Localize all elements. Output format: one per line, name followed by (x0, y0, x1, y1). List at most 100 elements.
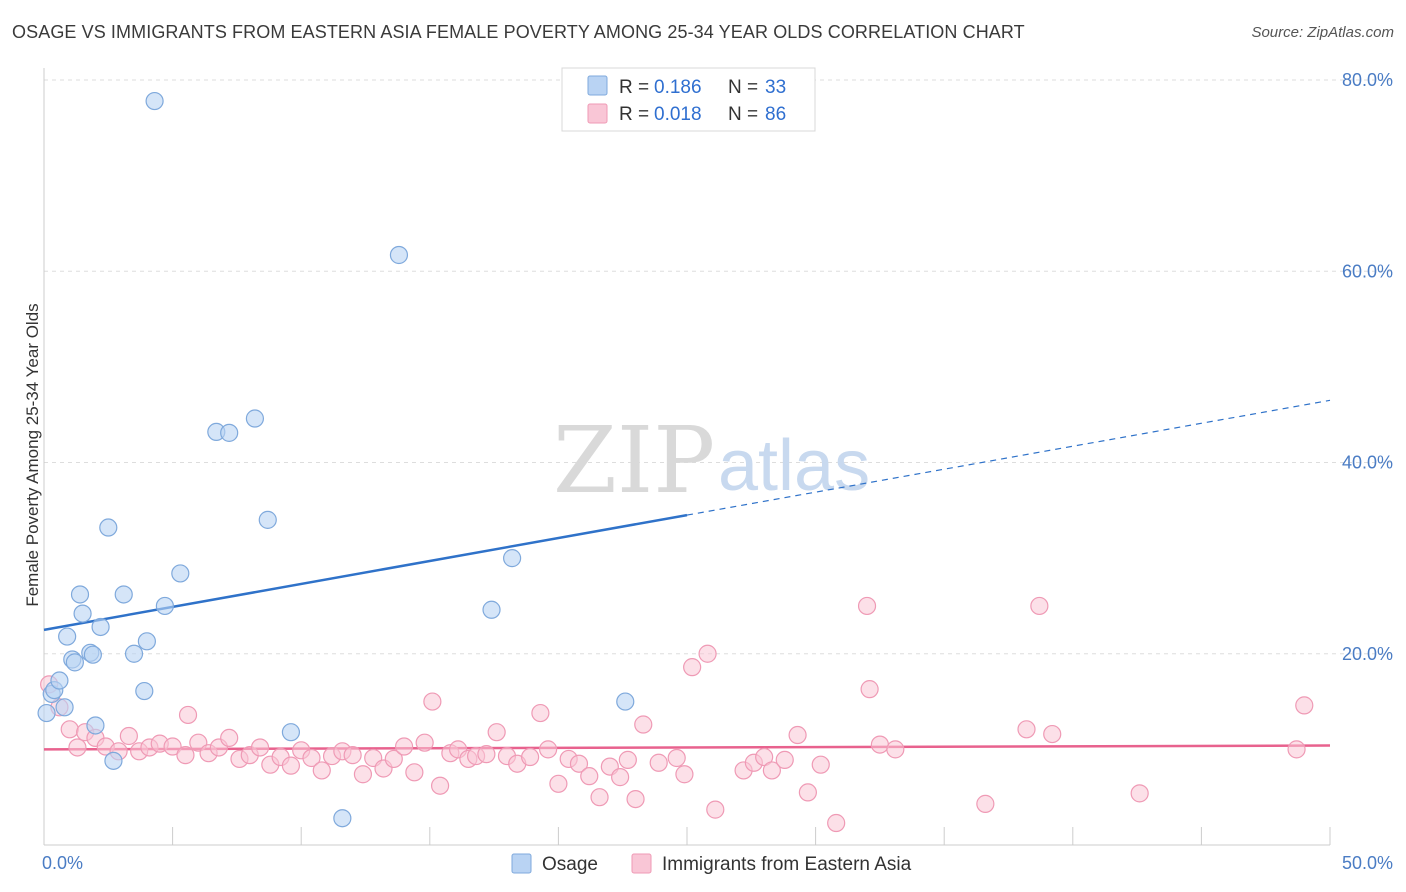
osage-point (50, 671, 69, 690)
osage-point (389, 245, 409, 265)
immigrants-point (698, 644, 717, 663)
osage-point (503, 549, 522, 568)
immigrants-point (68, 738, 87, 757)
immigrants-point (788, 725, 807, 745)
immigrants-point (487, 723, 506, 742)
immigrants-point (580, 767, 599, 786)
immigrants-point (531, 703, 550, 723)
grid-lines (44, 79, 1392, 655)
osage-point (99, 518, 118, 537)
osage-point (171, 564, 190, 583)
immigrants-point (302, 748, 321, 768)
immigrants-point (860, 680, 879, 699)
legend-osage-n-value: 33 (765, 77, 786, 98)
x-tick-label: 50.0% (1342, 853, 1393, 873)
osage-point (37, 703, 56, 723)
immigrants-point (549, 774, 568, 793)
immigrants-point (762, 761, 781, 780)
osage-point (104, 751, 123, 770)
immigrants-point (250, 738, 270, 757)
osage-trend-extension (686, 399, 1331, 516)
immigrants-point (539, 740, 558, 759)
source-label: Source: ZipAtlas.com (1251, 24, 1394, 41)
immigrants-point (683, 658, 702, 677)
osage-point (135, 681, 154, 701)
legend-imm-r-label: R = (619, 104, 649, 125)
legend-imm-r-value: 0.018 (654, 104, 702, 125)
immigrants-point (626, 789, 645, 809)
immigrants-point (798, 783, 817, 802)
legend-bottom-osage-swatch (511, 853, 532, 874)
legend-top: R = 0.186 N = 33 R = 0.018 N = 86 (561, 67, 816, 132)
y-tick-labels: 20.0% 40.0% 60.0% 80.0% (1342, 70, 1393, 664)
immigrants-point (176, 746, 195, 765)
legend-bottom-imm-label: Immigrants from Eastern Asia (662, 854, 912, 875)
immigrants-point (281, 756, 301, 775)
y-tick-label: 40.0% (1342, 453, 1393, 473)
immigrants-point (667, 748, 686, 768)
immigrants-point (1043, 724, 1062, 744)
immigrants-point (649, 753, 668, 772)
osage-point (91, 617, 110, 637)
osage-trend-line (43, 513, 688, 632)
osage-point (220, 423, 239, 442)
immigrants-point (423, 692, 442, 711)
osage-point (137, 632, 156, 651)
immigrants-point (353, 765, 373, 784)
immigrants-point (178, 705, 198, 725)
immigrants-point (477, 745, 496, 764)
legend-osage-r-value: 0.186 (654, 77, 702, 98)
immigrants-point (1017, 720, 1036, 739)
immigrants-point (618, 750, 637, 769)
osage-point (58, 627, 77, 646)
watermark: ZIP atlas (553, 407, 870, 514)
osage-point (124, 644, 144, 663)
x-tick-labels: 0.0% 50.0% (42, 853, 1393, 873)
immigrants-point (1287, 740, 1306, 759)
legend-bottom-imm-swatch (631, 853, 652, 874)
osage-point (258, 510, 277, 529)
immigrants-point (611, 768, 630, 787)
osage-point (482, 600, 501, 619)
osage-point (281, 723, 301, 742)
immigrants-point (343, 746, 362, 765)
immigrants-point (857, 596, 877, 616)
immigrants-point (755, 747, 774, 767)
x-tick-label: 0.0% (42, 853, 83, 873)
chart-title: OSAGE VS IMMIGRANTS FROM EASTERN ASIA FE… (12, 22, 1025, 42)
osage-point (73, 604, 92, 623)
immigrants-point (569, 754, 589, 773)
legend-imm-swatch (587, 103, 608, 124)
immigrants-point (811, 755, 830, 774)
immigrants-point (119, 726, 138, 746)
immigrants-point (394, 737, 414, 756)
immigrants-point (590, 788, 609, 807)
legend-bottom-osage-label: Osage (542, 854, 598, 875)
osage-point (70, 585, 90, 604)
immigrants-point (634, 715, 653, 734)
immigrants-point (220, 728, 239, 748)
osage-point (83, 645, 102, 664)
osage-point (155, 596, 174, 616)
osage-point (55, 698, 74, 717)
data-points (37, 91, 1314, 833)
immigrants-point (1295, 696, 1314, 715)
osage-point (616, 692, 635, 711)
immigrants-point (521, 747, 540, 767)
osage-point (65, 653, 84, 672)
watermark-atlas-text: atlas (718, 426, 870, 506)
immigrants-point (415, 733, 434, 752)
y-tick-label: 20.0% (1342, 644, 1393, 664)
immigrants-point (706, 800, 725, 819)
y-tick-label: 60.0% (1342, 261, 1393, 281)
immigrants-point (675, 765, 694, 784)
immigrants-point (384, 749, 403, 769)
immigrants-point (886, 740, 905, 759)
immigrants-point (827, 813, 846, 833)
immigrants-point (870, 735, 890, 754)
immigrants-point (312, 761, 331, 780)
y-axis-label: Female Poverty Among 25-34 Year Olds (23, 303, 42, 606)
legend-osage-r-label: R = (619, 77, 649, 98)
immigrants-point (163, 737, 182, 756)
